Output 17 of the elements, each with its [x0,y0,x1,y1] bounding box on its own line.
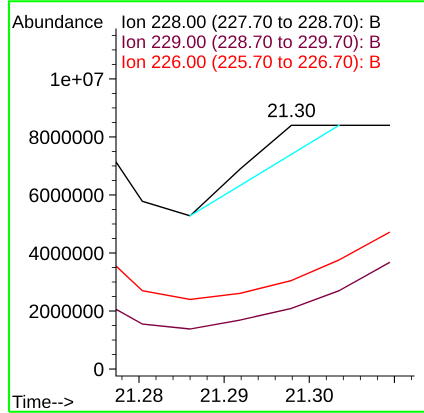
y-tick-label: 8000000 [29,130,104,144]
annotation: 21.30 [268,104,315,118]
y-tick-label: 2000000 [29,304,104,318]
y-axis-title: Abundance [12,14,103,28]
y-tick-label: 1e+07 [51,72,104,86]
x-tick-label: 21.28 [116,388,162,402]
y-tick-label: 4000000 [28,246,104,260]
text: Ion 229.00 (228.70 to 229.70): B [122,34,380,52]
line-series [116,232,390,300]
x-axis-title: Time--> [12,394,74,408]
line-series [116,262,390,330]
text: Ion 226.00 (225.70 to 226.70): B [122,54,380,72]
x-tick-label: 21.30 [286,388,333,402]
text: Ion 228.00 (227.70 to 228.70): B [122,14,380,32]
x-tick-label: 21.29 [200,388,248,402]
y-tick-label: 6000000 [29,188,104,202]
y-tick-label: 0 [94,362,104,376]
